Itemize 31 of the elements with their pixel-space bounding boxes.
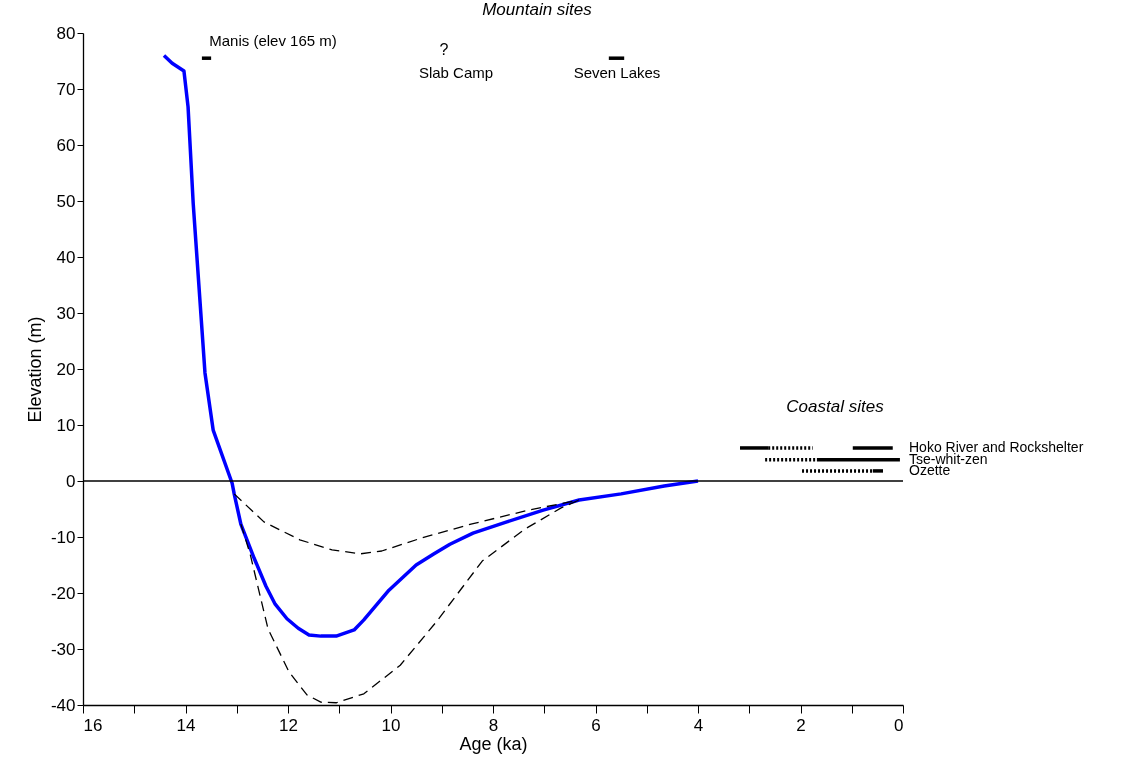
annotation: Coastal sites — [786, 397, 885, 416]
y-tick-label: 20 — [56, 359, 76, 379]
y-tick-label: -40 — [50, 695, 76, 715]
y-tick-label: -30 — [50, 639, 76, 659]
y-axis-title: Elevation (m) — [24, 316, 45, 423]
y-tick-label: 60 — [56, 135, 76, 155]
x-tick-label: 10 — [381, 715, 401, 735]
annotation: ? — [439, 41, 449, 58]
series-label: Hoko River and Rockshelter — [909, 438, 1084, 455]
x-tick-label: 16 — [83, 715, 103, 735]
text: Mountain sites — [482, 0, 593, 19]
y-tick-label: -20 — [50, 583, 76, 603]
y-tick-label: 10 — [56, 415, 76, 435]
y-tick-label: 30 — [56, 303, 76, 323]
annotation: Seven Lakes — [573, 64, 661, 81]
x-tick-label: 6 — [591, 715, 601, 735]
x-tick-label: 14 — [176, 715, 196, 735]
x-axis-title: Age (ka) — [459, 733, 528, 754]
x-tick-label: 4 — [693, 715, 704, 735]
y-tick-label: 0 — [66, 471, 76, 491]
x-tick-label: 12 — [279, 715, 298, 735]
annotation: Slab Camp — [418, 64, 494, 81]
y-tick-label: 80 — [56, 23, 76, 43]
x-tick-label: 8 — [488, 715, 499, 735]
y-tick-label: 40 — [56, 247, 76, 267]
x-tick-label: 0 — [894, 715, 904, 735]
x-tick-label: 2 — [796, 715, 806, 735]
y-tick-label: -10 — [50, 527, 76, 547]
y-tick-label: 50 — [56, 191, 76, 211]
y-tick-label: 70 — [56, 79, 76, 99]
annotation: Manis (elev 165 m) — [209, 32, 337, 49]
